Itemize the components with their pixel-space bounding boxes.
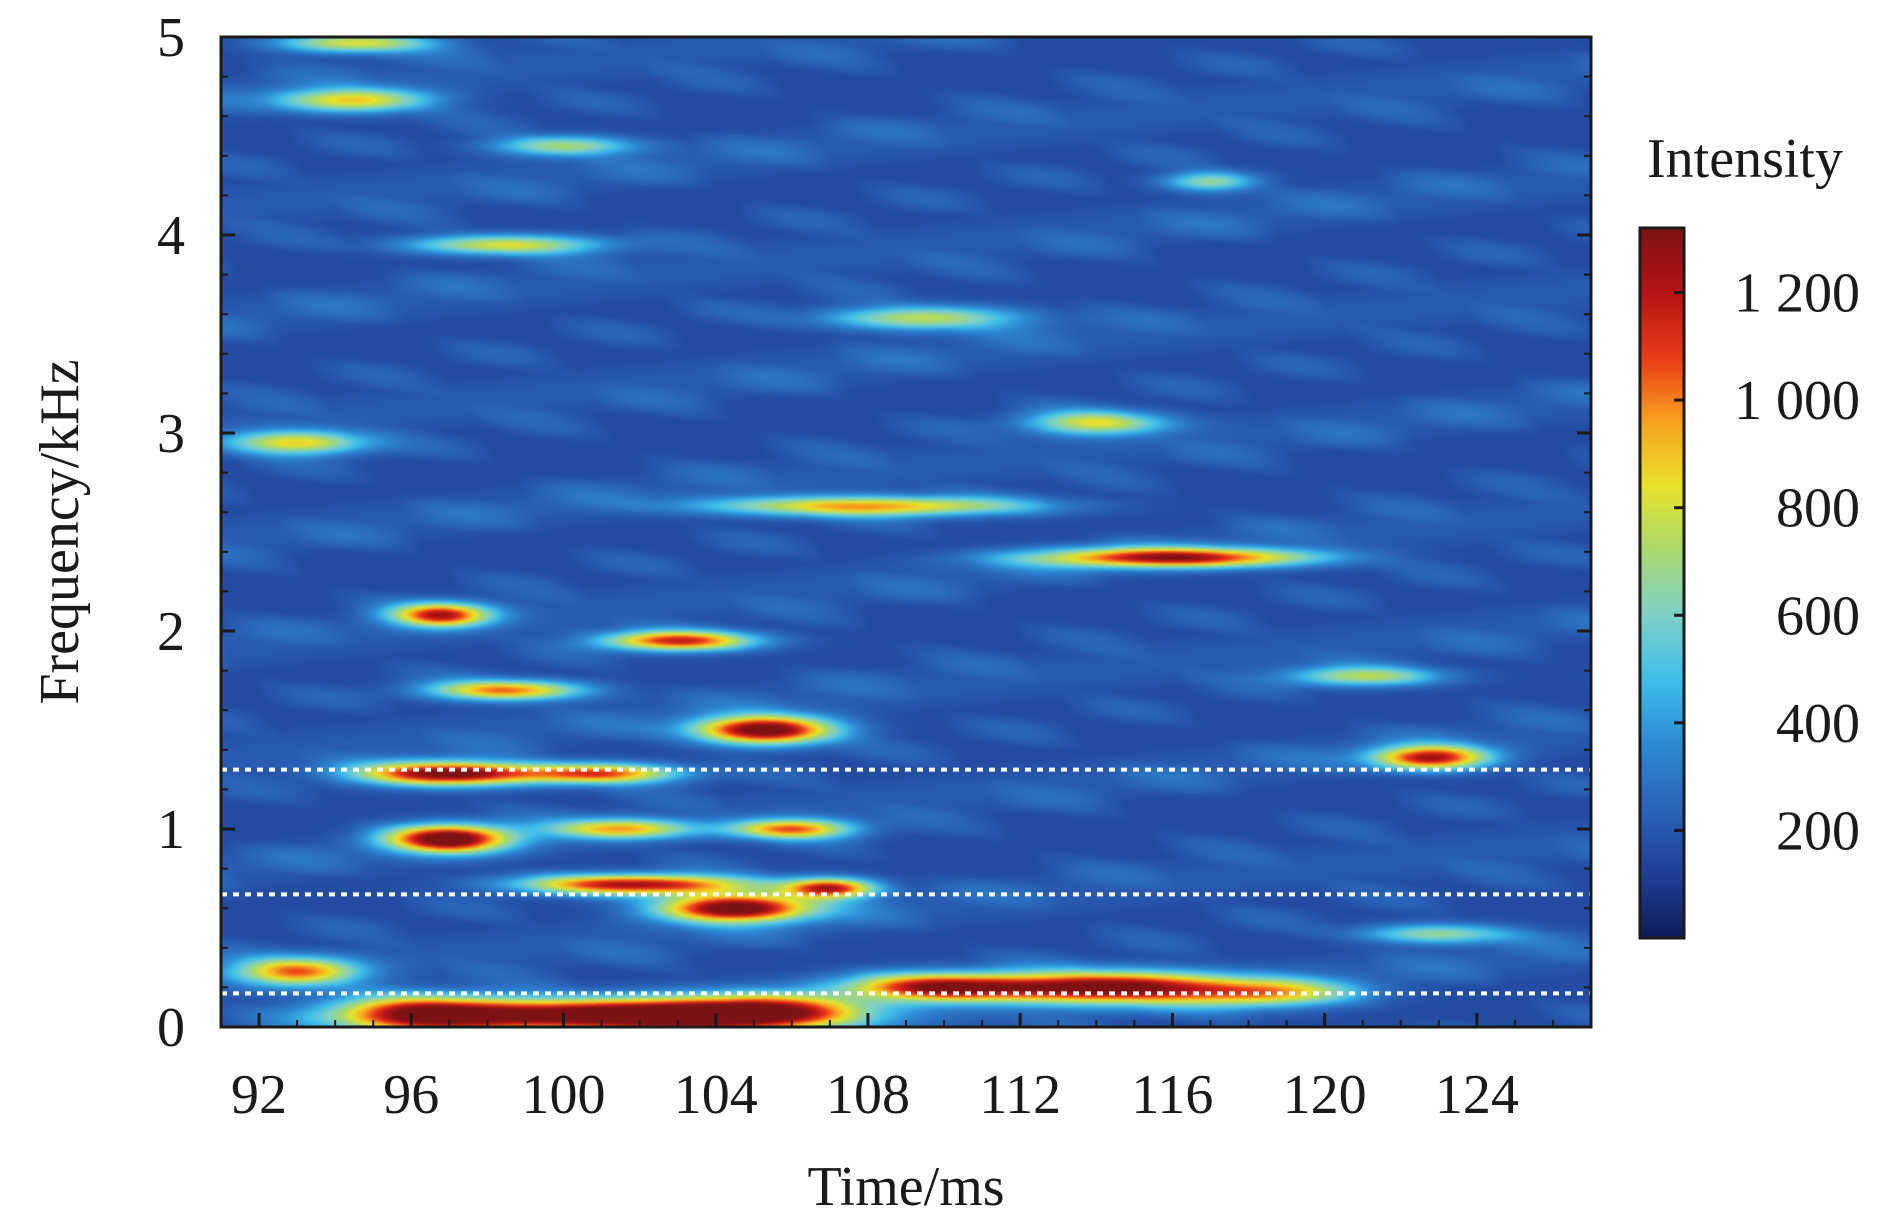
- colorbar: [1638, 226, 1686, 940]
- colorbar-tick-label: 400: [1776, 693, 1860, 755]
- x-tick-label: 116: [1131, 1064, 1213, 1126]
- colorbar-tick-label: 1 000: [1734, 370, 1860, 432]
- x-tick-label: 92: [231, 1064, 287, 1126]
- reference-lines: [221, 767, 1591, 996]
- x-tick-label: 120: [1283, 1064, 1367, 1126]
- colorbar-tick-label: 600: [1776, 585, 1860, 647]
- y-axis: 0 1 2 3 4 5: [157, 7, 1591, 1059]
- x-tick-label: 96: [383, 1064, 439, 1126]
- colorbar-tick-label: 1 200: [1734, 263, 1860, 325]
- x-tick-label: 124: [1435, 1064, 1519, 1126]
- heatmap-image: [221, 37, 1591, 1027]
- y-tick-label: 0: [157, 997, 185, 1059]
- y-tick-label: 1: [157, 799, 185, 861]
- colorbar-tick-label: 200: [1776, 800, 1860, 862]
- y-tick-label: 2: [157, 601, 185, 663]
- x-axis: 92 96 100 104 108 112 116 120 124: [220, 1013, 1592, 1126]
- x-axis-label: Time/ms: [807, 1156, 1004, 1218]
- x-tick-label: 100: [522, 1064, 606, 1126]
- x-tick-label: 104: [674, 1064, 758, 1126]
- colorbar-ticks: 200 400 600 800 1 000 1 200: [1674, 263, 1860, 862]
- y-tick-label: 3: [157, 403, 185, 465]
- x-tick-label: 112: [979, 1064, 1061, 1126]
- colorbar-tick-label: 800: [1776, 478, 1860, 540]
- colorbar-label: Intensity: [1647, 128, 1843, 190]
- y-tick-label: 5: [157, 7, 185, 69]
- y-axis-label: Frequency/kHz: [29, 359, 91, 704]
- x-tick-label: 108: [826, 1064, 910, 1126]
- y-tick-label: 4: [157, 205, 185, 267]
